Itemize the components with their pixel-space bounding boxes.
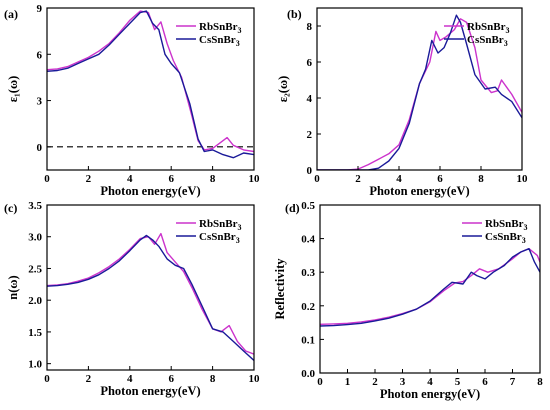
y-tick-label: 2 <box>307 129 313 141</box>
x-tick-label: 10 <box>249 373 261 385</box>
y-tick-label: 4 <box>307 93 313 105</box>
x-axis-title: Photon energy(eV) <box>380 387 480 401</box>
y-tick-label: 3.5 <box>28 200 42 212</box>
x-tick-label: 2 <box>355 173 361 185</box>
x-axis-title: Photon energy(eV) <box>100 184 200 198</box>
legend-label-cssnbr3: CsSnBr3 <box>199 34 240 48</box>
y-tick-label: 1.0 <box>28 359 42 371</box>
chart-panel-1: 0 2 4 6 8 10 0 2 4 6 8 Photon energy(eV) ε₂(ω) (b) RbS… <box>276 7 528 198</box>
x-tick-label: 0 <box>317 376 323 388</box>
series-line-cssnbr3 <box>317 14 522 170</box>
x-tick-label: 2 <box>372 376 378 388</box>
chart-panel-3: 0 1 2 3 4 5 6 7 8 0.0 0.1 0.2 0.3 0.4 0.5 Photon energy… <box>273 200 543 401</box>
y-tick-label: 3.0 <box>28 232 42 244</box>
legend-label-rbsnbr3: RbSnBr3 <box>199 21 242 35</box>
panel-label: (b) <box>287 7 302 21</box>
series-line-rbsnbr3 <box>47 10 254 153</box>
y-tick-label: 6 <box>37 49 43 61</box>
plot-frame <box>46 7 255 171</box>
x-axis-title: Photon energy(eV) <box>369 184 469 198</box>
y-tick-label: 0.1 <box>301 334 315 346</box>
chart-panel-0: 0 2 4 6 8 10 0 3 6 9 Photon energy(eV) ε₁(ω) (a) RbSn… <box>4 3 260 198</box>
x-tick-label: 8 <box>537 376 543 388</box>
legend-label-cssnbr3: CsSnBr3 <box>467 34 508 48</box>
x-tick-label: 0 <box>314 173 320 185</box>
y-tick-label: 0.3 <box>301 267 315 279</box>
series-line-cssnbr3 <box>47 10 254 159</box>
y-tick-label: 8 <box>307 21 313 33</box>
x-tick-label: 10 <box>517 173 529 185</box>
series-line-rbsnbr3 <box>47 232 254 355</box>
x-tick-label: 10 <box>249 173 261 185</box>
x-tick-label: 8 <box>478 173 484 185</box>
x-tick-label: 4 <box>396 173 402 185</box>
panel-label: (d) <box>285 201 300 215</box>
x-tick-label: 4 <box>127 373 133 385</box>
y-tick-label: 0 <box>307 165 313 177</box>
y-tick-label: 0.0 <box>301 368 315 380</box>
y-axis-title: ε₁(ω) <box>6 76 20 103</box>
x-tick-label: 2 <box>86 173 92 185</box>
x-tick-label: 5 <box>455 376 461 388</box>
x-tick-label: 6 <box>437 173 443 185</box>
x-tick-label: 2 <box>86 373 92 385</box>
y-tick-label: 1.5 <box>28 327 42 339</box>
y-tick-label: 3 <box>37 96 43 108</box>
chart-panel-2: 0 2 4 6 8 10 1.0 1.5 2.0 2.5 3.0 3.5 Photon energy(e… <box>4 200 260 398</box>
x-tick-label: 3 <box>400 376 406 388</box>
y-axis-title: ε₂(ω) <box>276 76 290 103</box>
y-tick-label: 0.5 <box>301 200 315 212</box>
x-tick-label: 6 <box>168 173 174 185</box>
y-axis-title: n(ω) <box>6 275 20 299</box>
panel-label: (a) <box>4 7 18 21</box>
panel-label: (c) <box>4 201 17 215</box>
x-tick-label: 4 <box>427 376 433 388</box>
series-line-cssnbr3 <box>47 234 254 362</box>
x-tick-label: 7 <box>510 376 516 388</box>
legend-label-cssnbr3: CsSnBr3 <box>485 231 526 245</box>
y-tick-label: 6 <box>307 57 313 69</box>
legend-label-rbsnbr3: RbSnBr3 <box>485 218 528 232</box>
legend-label-cssnbr3: CsSnBr3 <box>199 231 240 245</box>
x-tick-label: 1 <box>345 376 351 388</box>
y-tick-label: 0 <box>37 142 43 154</box>
x-tick-label: 6 <box>482 376 488 388</box>
plot-frame <box>46 204 255 371</box>
series-line-rbsnbr3 <box>320 247 540 325</box>
y-tick-label: 9 <box>37 3 43 15</box>
x-tick-label: 8 <box>210 173 216 185</box>
y-tick-label: 0.4 <box>301 234 315 246</box>
x-tick-label: 6 <box>168 373 174 385</box>
y-tick-label: 0.2 <box>301 301 315 313</box>
y-tick-label: 2.5 <box>28 263 42 275</box>
x-tick-label: 0 <box>44 373 50 385</box>
y-axis-title: Reflectivity <box>273 258 287 320</box>
x-axis-title: Photon energy(eV) <box>100 384 200 398</box>
x-tick-label: 8 <box>210 373 216 385</box>
series-line-cssnbr3 <box>320 247 540 327</box>
x-tick-label: 0 <box>44 173 50 185</box>
y-tick-label: 2.0 <box>28 295 42 307</box>
series-line-rbsnbr3 <box>317 18 522 170</box>
legend-label-rbsnbr3: RbSnBr3 <box>199 218 242 232</box>
plot-frame <box>316 7 523 171</box>
x-tick-label: 4 <box>127 173 133 185</box>
legend-label-rbsnbr3: RbSnBr3 <box>467 21 510 35</box>
